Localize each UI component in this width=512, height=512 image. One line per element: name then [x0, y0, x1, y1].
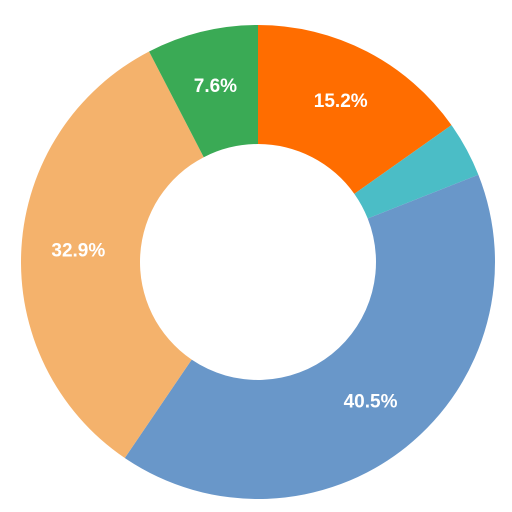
slice-label: 40.5%: [344, 391, 398, 412]
slice-label: 32.9%: [51, 240, 105, 261]
donut-slice: [258, 25, 452, 194]
slice-label: 15.2%: [314, 91, 368, 112]
donut-slice: [21, 51, 204, 459]
donut-slice: [354, 125, 479, 219]
donut-slice: [124, 174, 495, 499]
donut-slice: [149, 25, 258, 158]
slice-label: 7.6%: [194, 76, 237, 97]
